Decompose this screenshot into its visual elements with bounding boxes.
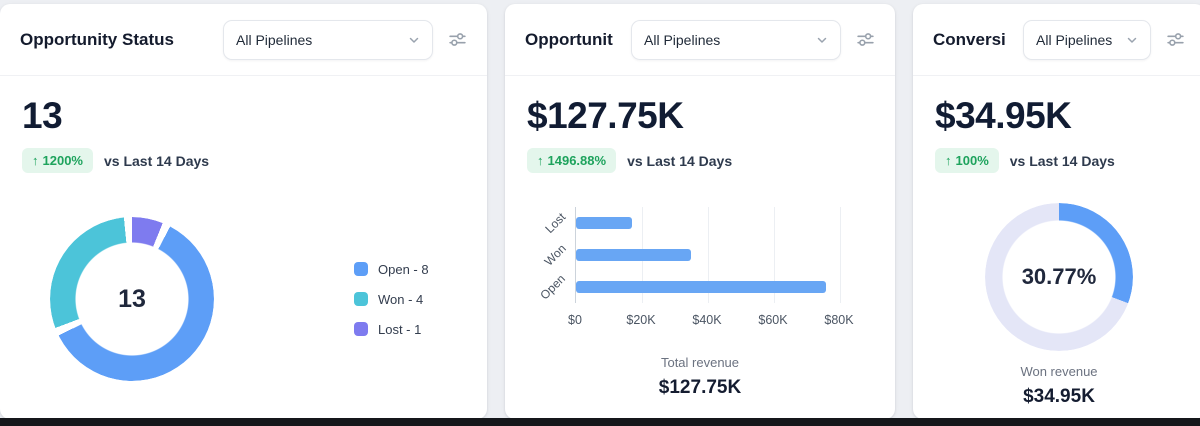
bar-y-label: Won — [541, 241, 569, 269]
header-divider — [505, 75, 895, 76]
card-header: Opportunity Status All Pipelines — [0, 4, 487, 75]
delta-badge: ↑ 1200% — [22, 148, 93, 173]
bar-lost — [576, 217, 633, 229]
legend-swatch-won — [354, 292, 368, 306]
legend: Open - 8 Won - 4 Lost - 1 — [354, 262, 429, 337]
footer-value: $127.75K — [658, 377, 742, 398]
chart-settings-sliders-icon[interactable] — [448, 30, 467, 49]
card-title: Opportunity Status — [20, 29, 174, 49]
bar-x-tick-label: $60K — [758, 313, 788, 327]
comparison-label: vs Last 14 Days — [627, 152, 733, 169]
bar-x-tick-label: $20K — [626, 313, 656, 327]
conversion-donut-ring — [985, 203, 1133, 351]
delta-badge: ↑ 100% — [935, 148, 999, 173]
bar-x-tick-label: $80K — [824, 313, 854, 327]
delta-percent: 100% — [955, 153, 989, 168]
chevron-down-icon — [816, 34, 828, 46]
gridline — [774, 207, 775, 303]
bar-y-label: Open — [536, 271, 568, 303]
legend-label: Open - 8 — [378, 261, 429, 277]
bar-x-tick-label: $0 — [568, 313, 582, 327]
chart-footer: Won revenue $34.95K — [913, 364, 1200, 408]
metric-value: $127.75K — [527, 95, 684, 136]
footer-value: $34.95K — [1023, 386, 1095, 407]
bar-x-labels: $0 $20K $40K $60K $80K — [568, 313, 854, 333]
legend-item-lost[interactable]: Lost - 1 — [354, 322, 429, 337]
legend-swatch-open — [354, 262, 368, 276]
footer-label: Won revenue — [1020, 364, 1098, 379]
delta-row: ↑ 100% vs Last 14 Days — [913, 148, 1200, 173]
donut-center-label: 30.77% — [1021, 264, 1097, 289]
metric-value: 13 — [22, 95, 63, 136]
opportunity-status-card: Opportunity Status All Pipelines 13 ↑ 12… — [0, 4, 487, 419]
card-title: Conversi — [933, 29, 1006, 49]
up-arrow-icon: ↑ — [945, 153, 952, 168]
bar-x-tick-label: $40K — [692, 313, 722, 327]
bar-won — [576, 249, 692, 261]
card-title: Opportunit — [525, 29, 613, 49]
status-donut: 13 — [50, 217, 214, 381]
card-header: Opportunit All Pipelines — [505, 4, 895, 75]
bar-plot — [575, 207, 847, 303]
delta-percent: 1200% — [42, 153, 83, 168]
card-header: Conversi All Pipelines — [913, 4, 1200, 75]
chevron-down-icon — [1126, 34, 1138, 46]
comparison-label: vs Last 14 Days — [103, 152, 210, 169]
pipeline-filter-select[interactable]: All Pipelines — [1023, 19, 1151, 60]
delta-row: ↑ 1496.88% vs Last 14 Days — [505, 148, 895, 173]
chart-footer: Total revenue $127.75K — [505, 355, 895, 399]
legend-item-won[interactable]: Won - 4 — [354, 292, 429, 307]
select-value: All Pipelines — [236, 31, 313, 48]
up-arrow-icon: ↑ — [537, 153, 544, 168]
delta-badge: ↑ 1496.88% — [527, 148, 617, 173]
gridline — [708, 207, 709, 303]
conversion-donut: 30.77% — [985, 203, 1133, 351]
status-donut-ring — [50, 217, 214, 381]
comparison-label: vs Last 14 Days — [1009, 152, 1115, 169]
select-value: All Pipelines — [644, 31, 721, 48]
metric-value: $34.95K — [935, 95, 1072, 136]
header-divider — [913, 75, 1200, 76]
donut-center-label: 13 — [118, 284, 146, 313]
conversion-rate-card: Conversi All Pipelines $34.95K ↑ 100% — [913, 4, 1200, 419]
legend-swatch-lost — [354, 322, 368, 336]
legend-item-open[interactable]: Open - 8 — [354, 262, 429, 277]
legend-label: Lost - 1 — [378, 321, 422, 337]
bottom-bar — [0, 418, 1200, 426]
header-divider — [0, 75, 487, 76]
chart-settings-sliders-icon[interactable] — [856, 30, 875, 49]
select-value: All Pipelines — [1036, 31, 1113, 48]
bar-open — [576, 281, 827, 293]
footer-label: Total revenue — [660, 355, 740, 370]
bar-y-label: Lost — [542, 210, 569, 236]
chevron-down-icon — [408, 34, 420, 46]
delta-percent: 1496.88% — [547, 153, 607, 168]
delta-row: ↑ 1200% vs Last 14 Days — [0, 148, 487, 173]
pipeline-filter-select[interactable]: All Pipelines — [631, 19, 841, 60]
status-chart-area: 13 Open - 8 Won - 4 Lost - 1 — [0, 217, 487, 381]
opportunity-value-bar-chart: Lost Won Open $0 $20K $40K $60K $80K — [525, 207, 877, 333]
opportunity-value-card: Opportunit All Pipelines $127.75K ↑ 1496… — [505, 4, 895, 419]
chart-settings-sliders-icon[interactable] — [1166, 30, 1185, 49]
legend-label: Won - 4 — [378, 291, 424, 307]
up-arrow-icon: ↑ — [32, 153, 39, 168]
gridline — [840, 207, 841, 303]
pipeline-filter-select[interactable]: All Pipelines — [223, 19, 433, 60]
